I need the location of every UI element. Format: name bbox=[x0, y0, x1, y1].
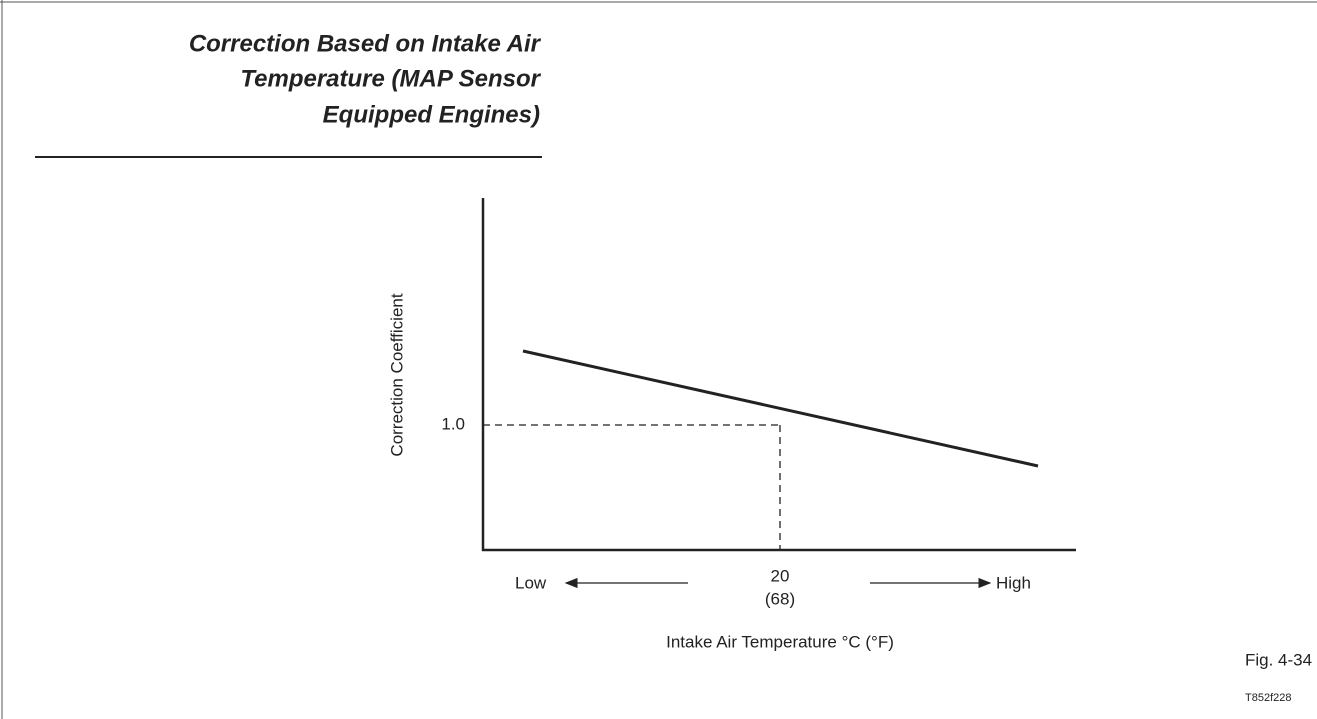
title-line: Equipped Engines) bbox=[323, 101, 540, 128]
x-low-label: Low bbox=[515, 573, 547, 592]
x-reference-sublabel: (68) bbox=[765, 589, 795, 608]
y-reference-label: 1.0 bbox=[441, 414, 465, 433]
title-line: Correction Based on Intake Air bbox=[189, 30, 542, 57]
figure-code: T852f228 bbox=[1245, 692, 1291, 704]
correction-line bbox=[522, 349, 1039, 468]
x-high-label: High bbox=[996, 573, 1031, 592]
title-line: Temperature (MAP Sensor bbox=[240, 65, 541, 92]
y-axis-label: Correction Coefficient bbox=[387, 293, 406, 456]
figure-number: Fig. 4-34 bbox=[1245, 650, 1312, 669]
x-reference-label: 20 bbox=[771, 566, 790, 585]
x-axis-label: Intake Air Temperature °C (°F) bbox=[666, 632, 894, 651]
